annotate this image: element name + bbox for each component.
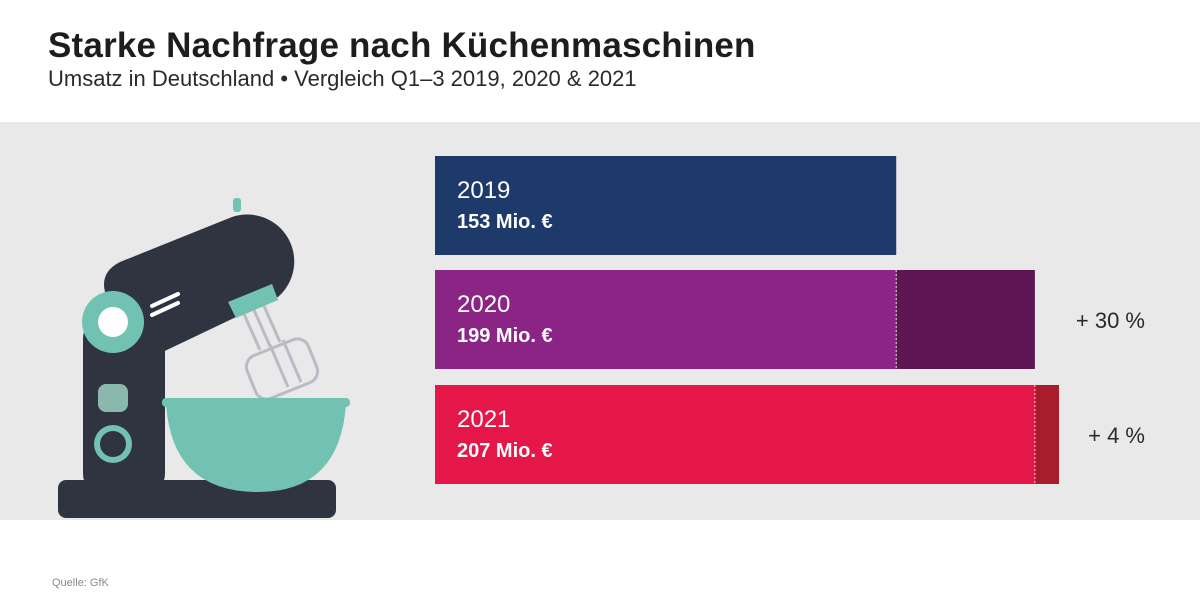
mixer-button — [98, 384, 128, 412]
bar-label-2020: 2020 — [457, 291, 510, 318]
value-label-2021: 207 Mio. € — [457, 440, 553, 462]
mixer-collar — [228, 284, 278, 318]
mixer-dial-center — [100, 431, 126, 457]
mixer-vent-2 — [150, 301, 180, 317]
bar-2020 — [435, 270, 897, 369]
bar-2019 — [435, 156, 897, 255]
chart-title: Starke Nachfrage nach Küchenmaschinen — [48, 26, 756, 65]
bar-label-2021: 2021 — [457, 406, 510, 433]
bar-chart: 2019 153 Mio. € 2020 199 Mio. € + 30 % 2021 20… — [58, 156, 1145, 518]
change-label-2020: + 30 % — [1076, 308, 1145, 333]
value-label-2020: 199 Mio. € — [457, 325, 553, 347]
change-label-2021: + 4 % — [1088, 423, 1145, 448]
bar-2021-increase — [1034, 385, 1059, 484]
bar-label-2019: 2019 — [457, 177, 510, 204]
chart-panel: 2019 153 Mio. € 2020 199 Mio. € + 30 % 2021 20… — [0, 122, 1200, 520]
stand-mixer-icon — [58, 198, 350, 518]
mixer-bowl-rim — [162, 398, 350, 407]
mixer-bowl — [166, 404, 346, 492]
bar-2020-increase — [896, 270, 1035, 369]
bars-layer: 2019 153 Mio. € 2020 199 Mio. € + 30 % 2021 20… — [435, 156, 1145, 484]
mixer-vent-1 — [150, 292, 180, 308]
mixer-head-knob — [233, 198, 241, 212]
whisk-icon — [242, 305, 320, 401]
source-note: Quelle: GfK — [52, 577, 109, 589]
value-label-2019: 153 Mio. € — [457, 211, 553, 233]
mixer-hub-inner — [98, 307, 128, 337]
chart-subtitle: Umsatz in Deutschland • Vergleich Q1–3 2… — [48, 66, 637, 91]
bar-2021 — [435, 385, 1035, 484]
